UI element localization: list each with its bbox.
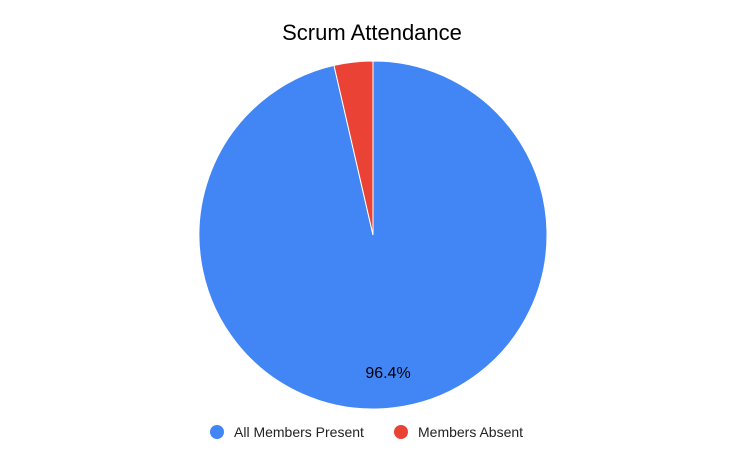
pie-slice-data-label: 96.4% [365,365,410,382]
pie-slices [198,60,548,410]
chart-legend: All Members Present Members Absent [210,424,523,440]
chart-title: Scrum Attendance [282,20,462,45]
legend-label: Members Absent [418,424,523,440]
pie-slice-labels: 96.4% [365,365,410,382]
legend-item: All Members Present [210,424,364,440]
legend-swatch [394,425,408,439]
legend-label: All Members Present [234,424,364,440]
pie-slice-members-absent [333,60,374,236]
legend-swatch [210,425,224,439]
legend-item: Members Absent [394,424,523,440]
